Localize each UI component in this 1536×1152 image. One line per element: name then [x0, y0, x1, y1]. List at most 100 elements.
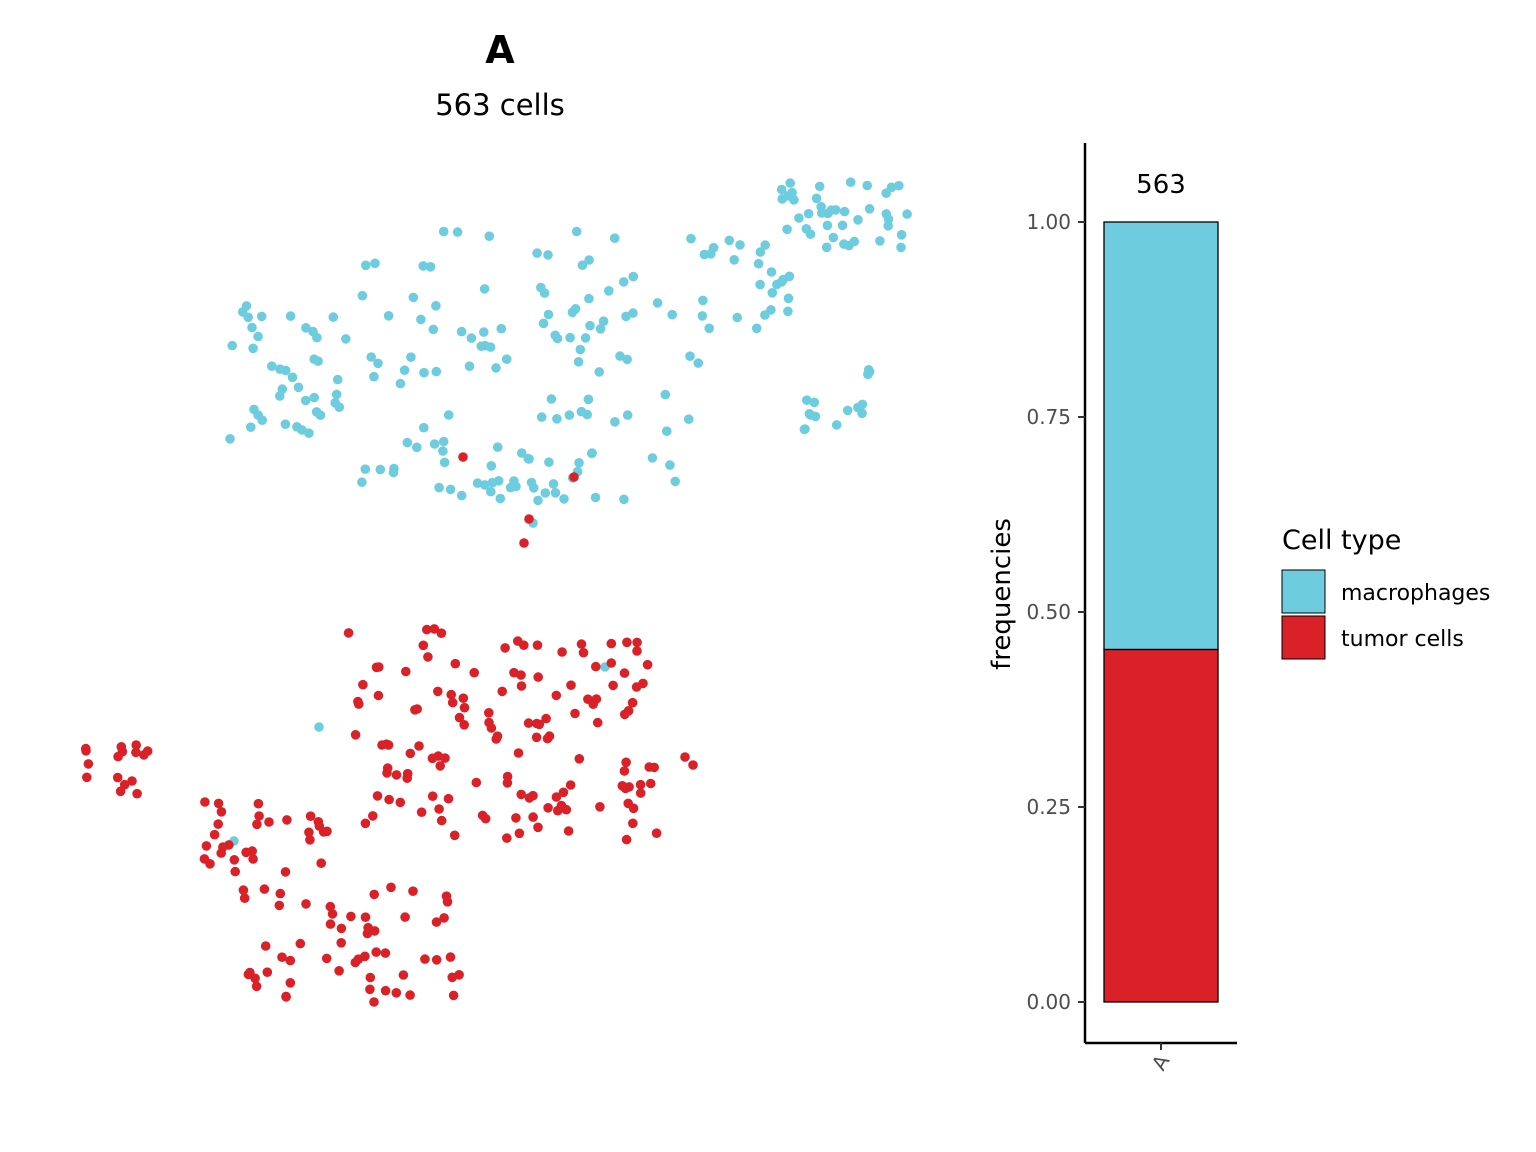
tumor-cell-point	[447, 697, 458, 708]
tumor-cell-point	[248, 854, 258, 864]
tumor-cell-point	[445, 952, 456, 962]
macrophage-point	[464, 361, 475, 372]
tumor-cell-point	[459, 720, 470, 730]
tumor-cell-point	[523, 718, 534, 728]
tumor-cell-point	[343, 628, 354, 638]
macrophage-point	[619, 494, 629, 505]
macrophage-point	[785, 178, 795, 188]
tumor-cell-point	[405, 748, 416, 759]
tumor-cell-point	[368, 811, 378, 821]
macrophage-point	[275, 391, 285, 401]
scatter-subtitle: 563 cells	[435, 88, 565, 122]
tumor-cell-point	[336, 923, 347, 934]
x-tick-label: A	[1147, 1050, 1175, 1074]
bar-segment-macrophages	[1103, 221, 1219, 651]
macrophage-point	[662, 426, 672, 437]
macrophage-point	[776, 184, 787, 195]
macrophage-point	[501, 354, 512, 365]
tumor-cell-point	[386, 882, 396, 893]
tumor-cell-point	[209, 829, 220, 840]
tumor-cell-point	[627, 697, 638, 708]
tumor-cell-point	[391, 988, 402, 998]
tumor-cell-point	[514, 828, 525, 839]
macrophage-point	[766, 305, 776, 315]
macrophage-point	[412, 442, 422, 453]
y-tick-label: 0.50	[1026, 600, 1071, 624]
macrophage-point	[735, 240, 745, 250]
macrophage-point	[610, 417, 620, 427]
macrophage-point	[241, 301, 252, 311]
tumor-cell-point	[533, 822, 543, 833]
macrophage-point	[429, 439, 440, 449]
tumor-cell-point	[551, 792, 562, 802]
scatter-points	[81, 177, 912, 1007]
macrophage-point	[466, 333, 477, 343]
macrophage-point	[369, 371, 379, 382]
tumor-cell-point	[480, 813, 491, 824]
tumor-cell-point	[201, 841, 212, 851]
tumor-cell-point	[216, 807, 227, 817]
tumor-cell-point	[450, 658, 461, 669]
macrophage-point	[782, 224, 792, 235]
macrophage-point	[524, 454, 534, 464]
macrophage-point	[402, 437, 413, 448]
tumor-cell-point	[628, 818, 638, 829]
tumor-cell-point	[513, 748, 524, 758]
tumor-cell-point	[127, 776, 137, 786]
tumor-cell-point	[81, 743, 91, 754]
tumor-cell-point	[259, 884, 270, 894]
tumor-cell-point	[440, 753, 450, 763]
tumor-cell-point	[578, 647, 589, 658]
macrophage-point	[667, 309, 677, 320]
y-axis-ticks: 0.00 0.25 0.50 0.75 1.00	[1026, 210, 1085, 1014]
macrophage-point	[828, 232, 839, 243]
macrophage-point	[366, 352, 377, 362]
macrophage-point	[253, 331, 263, 342]
tumor-cell-point	[431, 917, 442, 927]
macrophage-point	[399, 365, 410, 376]
macrophage-point	[543, 309, 554, 320]
tumor-cell-point	[591, 661, 601, 672]
macrophage-point	[314, 722, 324, 732]
tumor-cell-point	[262, 967, 273, 977]
tumor-cell-point	[274, 900, 285, 911]
tumor-cell-point	[382, 763, 393, 773]
tumor-cell-point	[285, 978, 296, 988]
macrophage-point	[301, 323, 311, 333]
macrophage-point	[804, 409, 815, 419]
macrophage-point	[456, 326, 467, 337]
macrophage-point	[543, 250, 553, 260]
tumor-cell-point	[285, 955, 296, 966]
tumor-cell-point	[264, 817, 274, 827]
tumor-cell-point	[305, 835, 315, 845]
tumor-cell-point	[398, 970, 409, 980]
scatter-title: A	[485, 28, 515, 72]
tumor-cell-point	[213, 798, 224, 809]
macrophage-point	[548, 479, 559, 489]
tumor-cell-point	[576, 639, 587, 649]
macrophage-point	[293, 382, 304, 393]
tumor-cell-point	[372, 791, 383, 801]
tumor-cell-point	[280, 867, 291, 877]
tumor-cell-point	[632, 646, 642, 656]
macrophage-point	[434, 482, 444, 493]
macrophage-point	[334, 402, 345, 413]
macrophage-point	[332, 374, 343, 385]
macrophage-point	[571, 226, 582, 237]
stacked-bar	[1103, 221, 1219, 1003]
macrophage-point	[598, 316, 609, 327]
macrophage-point	[585, 320, 595, 331]
tumor-cell-point	[500, 643, 510, 653]
tumor-cell-point	[449, 830, 460, 841]
tumor-cell-point	[427, 753, 438, 764]
tumor-cell-point	[301, 899, 311, 909]
macrophage-point	[831, 420, 842, 430]
macrophage-point	[438, 446, 448, 456]
tumor-cell-point	[447, 972, 458, 983]
macrophage-point	[491, 363, 501, 373]
macrophage-point	[225, 434, 235, 444]
macrophage-point	[287, 372, 298, 383]
bar-total-label: 563	[1136, 170, 1186, 200]
tumor-cell-point	[561, 804, 572, 815]
